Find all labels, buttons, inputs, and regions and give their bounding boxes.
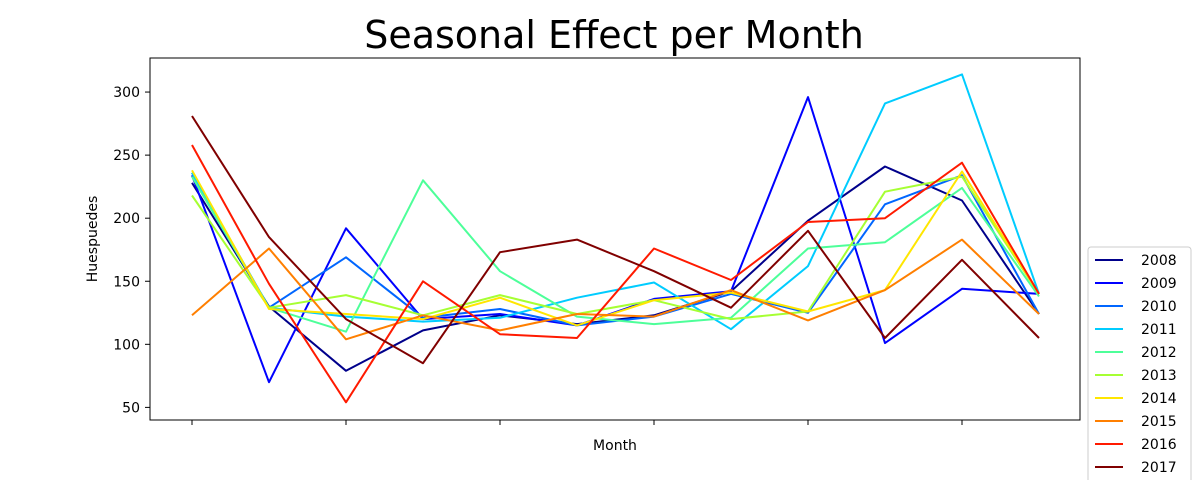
plot-area (149, 57, 1081, 421)
series-line-2008 (191, 165, 1040, 372)
legend-label: 2013 (1141, 368, 1177, 384)
legend: 2008 2009 2010 2011 2012 2013 2014 2015 2016 2017 (1087, 246, 1192, 480)
legend-label: 2011 (1141, 322, 1177, 338)
y-tick-label: 300 (113, 85, 140, 101)
y-tick-label: 200 (113, 211, 140, 227)
series-line-2009 (191, 96, 1040, 384)
chart-title: Seasonal Effect per Month (364, 13, 864, 57)
series-line-2013 (191, 175, 1040, 321)
series-line-2012 (191, 176, 1040, 333)
series-line-2016 (191, 144, 1040, 404)
y-tick-label: 250 (113, 148, 140, 164)
y-axis-label: Huespuedes (85, 196, 101, 282)
y-axis-ticks: 50 100 150 200 250 300 (113, 85, 150, 416)
series-line-2011 (191, 73, 1040, 331)
y-tick-label: 100 (113, 337, 140, 353)
series-line-2014 (191, 169, 1040, 327)
y-tick-label: 150 (113, 274, 140, 290)
legend-label: 2014 (1141, 391, 1177, 407)
series-line-2017 (191, 115, 1040, 365)
series-lines (191, 73, 1040, 404)
legend-label: 2015 (1141, 414, 1177, 430)
legend-label: 2008 (1141, 253, 1177, 269)
legend-label: 2012 (1141, 345, 1177, 361)
legend-label: 2016 (1141, 437, 1177, 453)
x-axis-label: Month (593, 438, 637, 454)
legend-label: 2010 (1141, 299, 1177, 315)
series-line-2015 (191, 238, 1040, 341)
legend-label: 2017 (1141, 460, 1177, 476)
x-axis-ticks (191, 420, 963, 425)
legend-label: 2009 (1141, 276, 1177, 292)
y-tick-label: 50 (122, 400, 140, 416)
